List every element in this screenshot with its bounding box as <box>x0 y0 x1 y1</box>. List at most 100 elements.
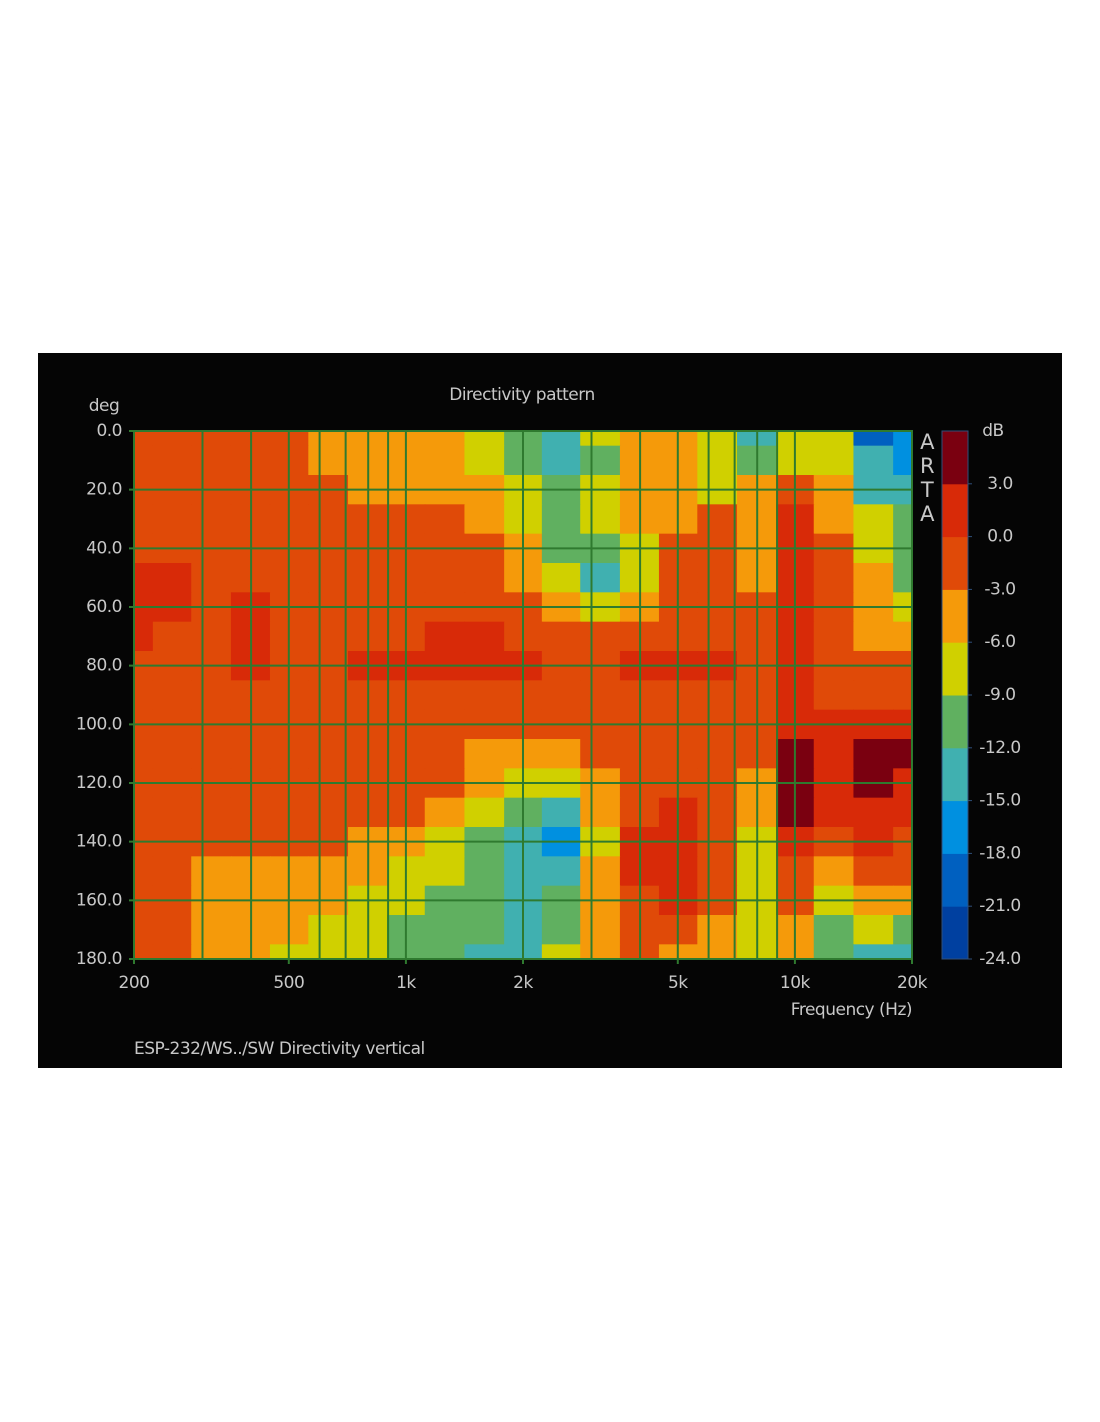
heat-cell <box>853 431 894 447</box>
heat-cell <box>464 621 505 652</box>
colorbar-band <box>942 906 968 960</box>
heat-cell <box>580 431 621 447</box>
heat-cell <box>541 680 581 711</box>
heat-cell <box>580 504 621 535</box>
heat-cell <box>134 915 154 945</box>
heat-cell <box>697 915 738 945</box>
y-tick-label: 40.0 <box>86 538 122 558</box>
heat-cell <box>464 797 505 828</box>
heat-cell <box>541 563 581 593</box>
heat-cell <box>893 563 913 593</box>
heat-cell <box>424 504 466 535</box>
plot-border <box>133 430 913 960</box>
heat-cell <box>424 563 466 593</box>
heat-cell <box>464 504 505 535</box>
heat-cell <box>541 856 581 887</box>
heat-cell <box>152 739 192 769</box>
heat-cell <box>134 944 154 960</box>
footer: ESP-232/WS../SW Directivity vertical <box>134 1039 425 1059</box>
heat-cell <box>893 680 913 711</box>
heat-cell <box>464 856 505 887</box>
colorbar-band <box>942 695 968 749</box>
colorbar-tick-label: -6.0 <box>984 632 1015 652</box>
heat-cell <box>853 944 894 960</box>
chart-title: Directivity pattern <box>449 385 595 405</box>
colorbar-band <box>942 536 968 590</box>
heat-cell <box>580 797 621 828</box>
heat-cell <box>152 563 192 593</box>
heat-cell <box>308 739 349 769</box>
heat-cell <box>813 445 855 476</box>
colorbar-band <box>942 589 968 643</box>
heat-cell <box>541 445 581 476</box>
heat-cell <box>697 504 738 535</box>
heat-cell <box>308 431 349 447</box>
y-tick-label: 180.0 <box>76 949 122 969</box>
heat-cell <box>191 856 232 887</box>
heat-cell <box>308 797 349 828</box>
heat-cell <box>134 680 154 711</box>
heat-cell <box>580 944 621 960</box>
heat-cell <box>893 856 913 887</box>
colorbar-tick-label: -9.0 <box>984 685 1015 705</box>
heat-cell <box>893 944 913 960</box>
heat-cell <box>424 621 466 652</box>
heat-cell <box>853 856 894 887</box>
x-tick-label: 2k <box>513 973 533 993</box>
heat-cell <box>191 739 232 769</box>
colorbar-tick-label: 3.0 <box>987 474 1013 494</box>
heat-cell <box>308 856 349 887</box>
heat-cell <box>191 621 232 652</box>
y-tick-label: 140.0 <box>76 832 122 852</box>
heat-cell <box>152 856 192 887</box>
heat-cell <box>580 739 621 769</box>
y-axis-label: deg <box>89 396 120 416</box>
heat-cell <box>152 445 192 476</box>
heat-cell <box>308 563 349 593</box>
x-tick-label: 20k <box>897 973 928 993</box>
heat-cell <box>813 680 855 711</box>
colorbar-tick-label: 0.0 <box>987 527 1013 547</box>
y-tick-label: 160.0 <box>76 890 122 910</box>
heat-cell <box>697 431 738 447</box>
watermark-letter: T <box>920 478 934 502</box>
heat-cell <box>152 944 192 960</box>
heat-cell <box>697 621 738 652</box>
heat-cell <box>813 944 855 960</box>
heat-cell <box>134 431 154 447</box>
heat-cell <box>813 915 855 945</box>
heat-cell <box>424 944 466 960</box>
overlay <box>129 430 913 964</box>
heat-cell <box>424 797 466 828</box>
colorbar-label: dB <box>982 421 1003 441</box>
heat-cell <box>152 431 192 447</box>
x-tick-label: 1k <box>396 973 416 993</box>
heat-cell <box>893 431 913 447</box>
y-tick-label: 60.0 <box>86 597 122 617</box>
heat-cell <box>893 797 913 828</box>
heat-cell <box>893 739 913 769</box>
colorbar-band <box>942 747 968 802</box>
heat-cell <box>813 504 855 535</box>
heat-cell <box>541 739 581 769</box>
heat-cell <box>541 797 581 828</box>
y-tick-label: 100.0 <box>76 714 122 734</box>
heat-cell <box>464 431 505 447</box>
heat-cell <box>813 739 855 769</box>
heat-cell <box>697 739 738 769</box>
heat-cell <box>541 504 581 535</box>
heat-cell <box>134 621 154 652</box>
heat-cell <box>308 944 349 960</box>
heat-cell <box>853 504 894 535</box>
heat-cell <box>580 856 621 887</box>
heat-cell <box>134 445 154 476</box>
heat-cell <box>697 445 738 476</box>
heat-cell <box>853 739 894 769</box>
x-tick-label: 5k <box>668 973 688 993</box>
colorbar-band <box>942 642 968 696</box>
heat-cell <box>853 563 894 593</box>
heat-cell <box>424 739 466 769</box>
heat-cell <box>424 915 466 945</box>
